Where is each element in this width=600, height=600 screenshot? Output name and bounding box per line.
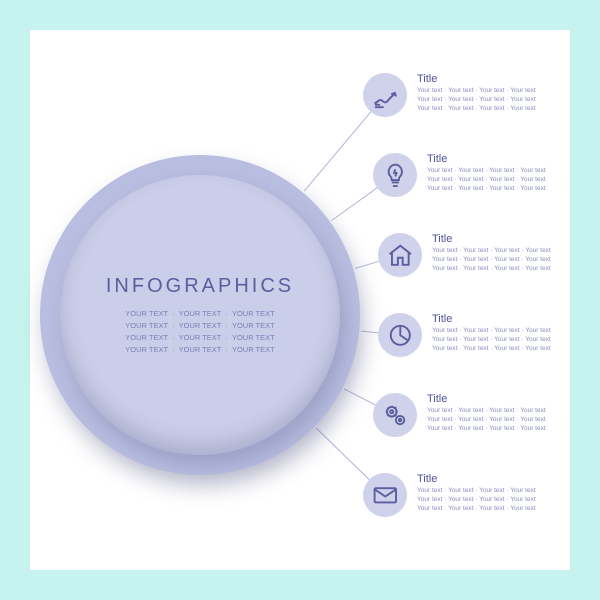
main-circle-inner: INFOGRAPHICS YOUR TEXT · YOUR TEXT · YOU… <box>60 175 340 455</box>
info-item-text: Title Your text · Your text · Your text ·… <box>432 313 551 353</box>
info-item-text: Title Your text · Your text · Your text ·… <box>427 393 546 433</box>
info-item-text: Title Your text · Your text · Your text ·… <box>427 153 546 193</box>
info-item-body: Your text · Your text · Your text · Your… <box>417 487 536 513</box>
info-item-body: Your text · Your text · Your text · Your… <box>432 247 551 273</box>
chart-growth-icon <box>363 73 407 117</box>
info-item: Title Your text · Your text · Your text ·… <box>363 73 536 117</box>
info-item-body: Your text · Your text · Your text · Your… <box>432 327 551 353</box>
info-item-title: Title <box>417 473 536 485</box>
infographic-canvas: INFOGRAPHICS YOUR TEXT · YOUR TEXT · YOU… <box>30 30 570 570</box>
info-item-text: Title Your text · Your text · Your text ·… <box>432 233 551 273</box>
mail-icon <box>363 473 407 517</box>
info-item-body: Your text · Your text · Your text · Your… <box>427 407 546 433</box>
info-item: Title Your text · Your text · Your text ·… <box>378 233 551 277</box>
home-icon <box>378 233 422 277</box>
info-item: Title Your text · Your text · Your text ·… <box>373 393 546 437</box>
info-item-title: Title <box>427 153 546 165</box>
info-item: Title Your text · Your text · Your text ·… <box>363 473 536 517</box>
info-item: Title Your text · Your text · Your text ·… <box>373 153 546 197</box>
info-item: Title Your text · Your text · Your text ·… <box>378 313 551 357</box>
info-item-body: Your text · Your text · Your text · Your… <box>427 167 546 193</box>
main-subtitle: YOUR TEXT · YOUR TEXT · YOUR TEXT YOUR T… <box>125 308 274 356</box>
gears-icon <box>373 393 417 437</box>
info-item-title: Title <box>432 233 551 245</box>
info-item-title: Title <box>417 73 536 85</box>
info-item-title: Title <box>427 393 546 405</box>
info-item-body: Your text · Your text · Your text · Your… <box>417 87 536 113</box>
info-item-text: Title Your text · Your text · Your text ·… <box>417 473 536 513</box>
bulb-icon <box>373 153 417 197</box>
info-item-title: Title <box>432 313 551 325</box>
main-title: INFOGRAPHICS <box>106 275 294 298</box>
info-item-text: Title Your text · Your text · Your text ·… <box>417 73 536 113</box>
pie-icon <box>378 313 422 357</box>
